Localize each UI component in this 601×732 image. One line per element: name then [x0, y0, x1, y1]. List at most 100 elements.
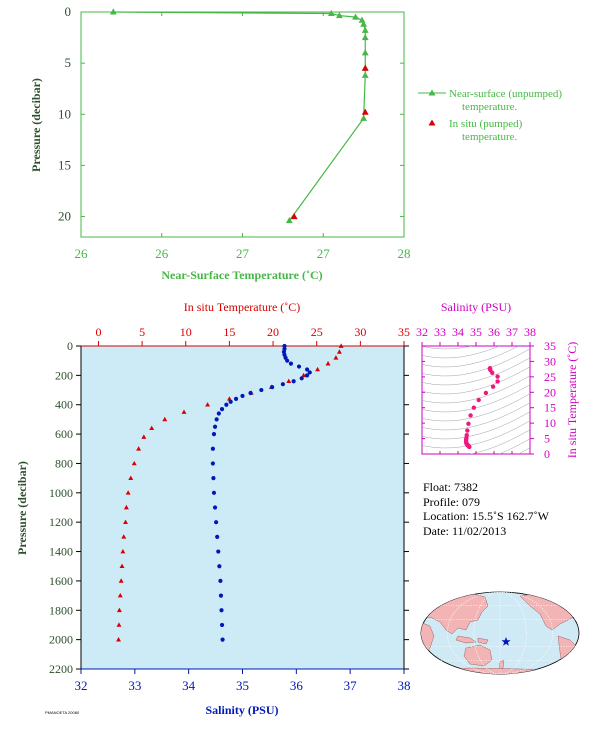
ts-point: [467, 444, 472, 450]
temperature-point: [141, 434, 147, 439]
float-location: Location: 15.5˚S 162.7˚W: [423, 509, 549, 523]
temperature-point: [131, 460, 137, 466]
density-contour: [422, 393, 530, 422]
temperature-ticks: 0 5 10 15 20 25 30 35: [95, 325, 410, 346]
ns-y-tick-label: 20: [58, 209, 71, 224]
ns-unpumped-marker: [285, 217, 293, 224]
salinity-point: [270, 385, 275, 390]
temp-tick-label: 35: [398, 325, 410, 339]
ns-unpumped-marker: [327, 9, 335, 17]
temperature-axis-label: In situ Temperature (˚C): [184, 300, 301, 314]
ns-y-tick-label: 15: [58, 157, 71, 172]
ts-y-tick-label: 0: [544, 447, 550, 461]
temperature-point: [123, 519, 128, 525]
temp-tick-label: 20: [267, 325, 279, 339]
ts-point: [490, 370, 495, 376]
temperature-point: [325, 361, 331, 366]
pressure-tick-label: 800: [55, 456, 73, 470]
salinity-point: [305, 373, 310, 378]
temperature-point: [162, 416, 168, 422]
ts-point: [465, 428, 470, 433]
temp-tick-label: 10: [180, 325, 192, 339]
temperature-point: [181, 409, 187, 414]
ts-y-tick-label: 15: [544, 401, 556, 415]
ts-point: [490, 384, 496, 389]
ts-salinity-axis-label: Salinity (PSU): [441, 300, 511, 314]
salinity-point: [305, 367, 310, 372]
profile-number: Profile: 079: [423, 494, 480, 509]
temperature-point: [121, 534, 127, 539]
pressure-tick-label: 0: [67, 339, 73, 353]
salinity-point: [285, 358, 290, 363]
temperature-point: [123, 504, 129, 510]
ts-point: [466, 421, 471, 426]
salinity-point: [220, 637, 225, 642]
sal-tick-label: 38: [398, 678, 411, 693]
temperature-point: [286, 378, 292, 384]
salinity-point: [307, 370, 312, 375]
ts-series: [463, 366, 500, 450]
salinity-point: [212, 505, 218, 510]
float-id: Float: 7382: [423, 480, 479, 494]
ts-point: [468, 413, 473, 418]
density-contour: [422, 357, 530, 386]
temp-tick-label: 15: [223, 325, 235, 339]
ts-x-tick-label: 33: [434, 325, 446, 339]
temp-tick-label: 25: [311, 325, 323, 339]
temperature-point: [149, 425, 155, 431]
pressure-tick-label: 2000: [49, 633, 73, 647]
salinity-point: [217, 564, 222, 569]
near-surface-x-axis-label: Near-Surface Temperature (˚C): [161, 268, 322, 282]
profile-panel: 0 5 10 15 20 25 30 35 32 33 34 35 36 37 38 0 200 400 600…: [15, 300, 411, 717]
land-australia: [463, 644, 493, 667]
salinity-point: [212, 424, 218, 429]
near-surface-series: [109, 8, 369, 224]
land-indonesia: [455, 635, 489, 645]
ts-x-tick-label: 36: [488, 325, 500, 339]
ts-y-tick-label: 35: [544, 339, 556, 353]
ts-point: [471, 405, 477, 410]
temperature-point: [336, 349, 342, 354]
pressure-axis-label: Pressure (decibar): [15, 461, 29, 555]
ts-x-tick-label: 32: [416, 325, 428, 339]
salinity-point: [291, 379, 296, 384]
temperature-point: [116, 637, 122, 642]
pressure-tick-label: 1200: [49, 515, 73, 529]
salinity-point: [282, 343, 287, 349]
legend-label-pumped-2: temperature.: [462, 131, 518, 143]
ns-y-tick-label: 0: [65, 4, 72, 19]
ns-x-tick-label: 28: [398, 246, 411, 261]
ns-unpumped-marker: [352, 13, 359, 20]
salinity-point: [216, 411, 221, 416]
temp-tick-label: 0: [95, 325, 101, 339]
map-meridian: [447, 592, 553, 674]
salinity-ticks: 32 33 34 35 36 37 38: [75, 669, 411, 693]
legend-marker-pumped: [428, 119, 436, 126]
density-contour: [422, 346, 501, 359]
legend-label-unpumped-2: temperature.: [462, 101, 518, 113]
temperature-point: [205, 402, 211, 407]
float-location-star: [501, 637, 511, 646]
ts-point: [495, 374, 500, 379]
ns-unpumped-marker: [360, 114, 368, 121]
salinity-point: [219, 608, 224, 613]
ts-y-tick-label: 10: [544, 416, 556, 430]
temperature-point: [116, 607, 122, 613]
temperature-point: [120, 548, 126, 554]
ns-x-tick-label: 26: [75, 246, 89, 261]
salinity-point: [214, 417, 219, 422]
profile-date: Date: 11/02/2013: [423, 523, 507, 538]
salinity-point: [219, 622, 225, 628]
ts-salinity-ticks: 32 33 34 35 36 37 38: [416, 325, 536, 454]
ns-unpumped-marker: [361, 26, 369, 33]
pressure-tick-label: 600: [55, 427, 73, 441]
pressure-tick-label: 1600: [49, 574, 73, 588]
temperature-point: [226, 396, 232, 401]
ns-unpumped-marker: [361, 49, 369, 56]
profile-plot-area: [80, 345, 405, 670]
ns-unpumped-marker: [109, 8, 117, 15]
ts-y-tick-label: 25: [544, 370, 556, 384]
legend-label-unpumped-1: Near-surface (unpumped): [449, 88, 562, 100]
ns-x-tick-label: 27: [317, 246, 331, 261]
